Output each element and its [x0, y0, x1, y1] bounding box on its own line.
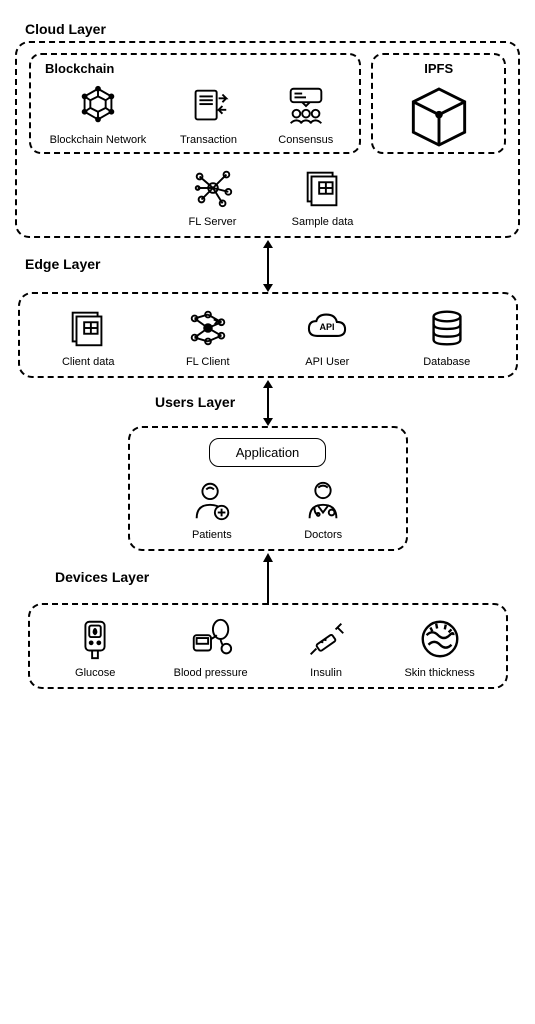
users-layer-box: Application Patients: [128, 426, 408, 551]
insulin-label: Insulin: [310, 667, 342, 679]
fl-client-icon: [184, 304, 232, 352]
transaction-item: Transaction: [174, 82, 244, 146]
devices-layer-title: Devices Layer: [55, 569, 520, 585]
skin-thickness-label: Skin thickness: [404, 667, 474, 679]
edge-layer-box: Client data FL Client: [18, 292, 518, 378]
api-user-label: API User: [305, 356, 349, 368]
skin-thickness-item: Skin thickness: [404, 615, 474, 679]
patients-item: Patients: [177, 477, 247, 541]
ipfs-cube-icon: [404, 82, 474, 142]
doctor-icon: [299, 477, 347, 525]
client-data-icon: [64, 304, 112, 352]
glucose-meter-icon: [71, 615, 119, 663]
fl-server-icon: [189, 164, 237, 212]
consensus-icon: [282, 82, 330, 130]
sample-data-item: Sample data: [288, 164, 358, 228]
client-data-item: Client data: [53, 304, 123, 368]
doctors-label: Doctors: [304, 529, 342, 541]
blockchain-box: Blockchain: [29, 53, 361, 154]
transaction-icon: [185, 82, 233, 130]
glucose-label: Glucose: [75, 667, 115, 679]
blood-pressure-label: Blood pressure: [174, 667, 248, 679]
blood-pressure-item: Blood pressure: [174, 615, 248, 679]
blockchain-network-icon: [74, 82, 122, 130]
fl-client-item: FL Client: [173, 304, 243, 368]
consensus-label: Consensus: [278, 134, 333, 146]
doctors-item: Doctors: [288, 477, 358, 541]
blood-pressure-icon: [187, 615, 235, 663]
transaction-label: Transaction: [180, 134, 237, 146]
application-button[interactable]: Application: [209, 438, 327, 467]
database-item: Database: [412, 304, 482, 368]
cloud-layer-title: Cloud Layer: [25, 21, 520, 37]
fl-server-item: FL Server: [178, 164, 248, 228]
cloud-layer-box: Blockchain: [15, 41, 520, 238]
syringe-icon: [302, 615, 350, 663]
skin-icon: [416, 615, 464, 663]
api-user-item: API API User: [292, 304, 362, 368]
glucose-item: Glucose: [60, 615, 130, 679]
database-icon: [423, 304, 471, 352]
sample-data-icon: [299, 164, 347, 212]
client-data-label: Client data: [62, 356, 115, 368]
devices-layer-box: Glucose Blood pressure: [28, 603, 508, 689]
blockchain-network-item: Blockchain Network: [50, 82, 147, 146]
fl-client-label: FL Client: [186, 356, 230, 368]
consensus-item: Consensus: [271, 82, 341, 146]
fl-server-label: FL Server: [189, 216, 237, 228]
users-layer-title: Users Layer: [155, 394, 520, 410]
patients-label: Patients: [192, 529, 232, 541]
database-label: Database: [423, 356, 470, 368]
ipfs-title: IPFS: [381, 61, 496, 76]
blockchain-network-label: Blockchain Network: [50, 134, 147, 146]
sample-data-label: Sample data: [292, 216, 354, 228]
patient-icon: [188, 477, 236, 525]
api-text: API: [320, 322, 335, 332]
blockchain-title: Blockchain: [45, 61, 351, 76]
ipfs-box: IPFS: [371, 53, 506, 154]
insulin-item: Insulin: [291, 615, 361, 679]
api-cloud-icon: API: [303, 304, 351, 352]
